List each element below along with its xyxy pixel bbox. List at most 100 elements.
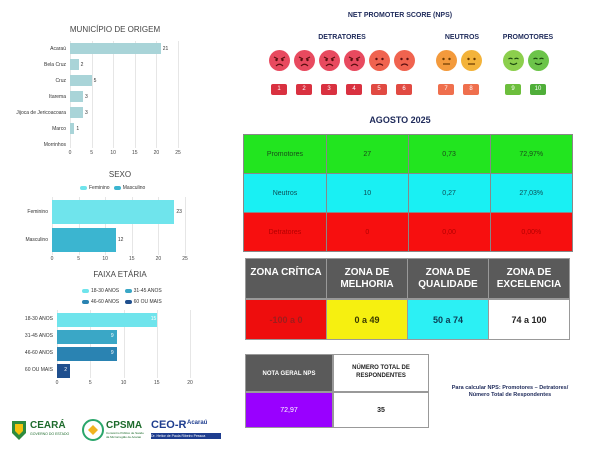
category-label: Cruz (55, 77, 66, 84)
legend-label-feminino: Feminino (89, 185, 110, 191)
bar (57, 347, 117, 361)
data-label: 21 (162, 45, 169, 52)
score-box: 7 (438, 84, 454, 95)
result-pct: 72,97% (489, 134, 574, 174)
total-respondents-label: NÚMERO TOTAL DE RESPONDENTES (333, 354, 429, 392)
emoji-face-icon (319, 50, 340, 71)
promotores-heading: PROMOTORES (502, 34, 554, 41)
data-label: 5 (93, 77, 97, 84)
legend-label-60-mais: 60 OU MAIS (133, 299, 162, 305)
faixa-etaria-legend: 18-30 ANOS 31-45 ANOS 46-60 ANOS 60 OU M… (82, 286, 202, 308)
score-box: 5 (371, 84, 387, 95)
x-tick-label: 15 (129, 256, 135, 262)
emoji-face-icon (461, 50, 482, 71)
total-respondents-value: 35 (333, 392, 429, 428)
legend-label-masculino: Masculino (122, 185, 146, 191)
x-tick-label: 20 (155, 256, 162, 262)
score-box: 10 (530, 84, 546, 95)
category-label: Bela Cruz (44, 61, 66, 68)
category-label: 18-30 ANOS (24, 316, 53, 322)
nps-score-label: NOTA GERAL NPS (245, 354, 333, 392)
x-tick-label: 20 (187, 380, 193, 386)
gridline (105, 197, 107, 255)
result-label: Detratores (243, 212, 327, 252)
cpsma-logo-text: CPSMA (106, 420, 143, 431)
emoji-face-icon (344, 50, 365, 71)
ceara-emblem-icon (12, 421, 26, 440)
category-label: Jijoca de Jericoacoara (16, 109, 66, 116)
x-tick-label: 10 (110, 150, 116, 156)
gridline (131, 197, 133, 255)
legend-swatch (124, 288, 132, 293)
result-count: 27 (325, 134, 409, 174)
zone-title: ZONA DE QUALIDADE (407, 258, 489, 299)
cpsma-emblem-icon (82, 419, 104, 441)
bar (70, 75, 92, 86)
gridline (57, 310, 58, 378)
category-label: Feminino (27, 209, 48, 215)
x-tick-label: 15 (153, 380, 160, 386)
data-label: 2 (64, 367, 68, 373)
sexo-legend: Feminino Masculino (80, 185, 145, 191)
emoji-face-icon (269, 50, 290, 71)
table-row: Promotores 27 0,73 72,97% (243, 134, 574, 174)
gridline (185, 197, 186, 255)
result-ratio: 0,27 (407, 173, 491, 213)
ceara-logo-text: CEARÁ (30, 420, 66, 431)
bar (70, 107, 83, 118)
score-box: 2 (296, 84, 312, 95)
score-box: 4 (346, 84, 362, 95)
data-label: 1 (76, 125, 80, 132)
gridline (134, 41, 136, 148)
legend-swatch (80, 185, 87, 190)
legend-label-31-45: 31-45 ANOS (133, 288, 162, 294)
x-tick-label: 15 (132, 150, 138, 156)
bar (57, 313, 157, 327)
category-label: Acaraú (50, 45, 66, 52)
bar (52, 200, 175, 224)
zone-title: ZONA DE EXCELENCIA (488, 258, 570, 299)
x-tick-label: 20 (153, 150, 160, 156)
ceo-logo-text: CEO-R (151, 419, 187, 431)
data-label: 9 (110, 333, 114, 339)
emoji-face-icon (294, 50, 315, 71)
score-box: 1 (271, 84, 287, 95)
neutros-heading: NEUTROS (444, 34, 480, 41)
gridline (178, 41, 179, 148)
score-box: 6 (396, 84, 412, 95)
month-title: AGOSTO 2025 (369, 115, 431, 125)
gridline (113, 41, 115, 148)
score-box: 9 (505, 84, 521, 95)
data-label: 3 (84, 109, 88, 116)
legend-label-46-60: 46-60 ANOS (91, 299, 120, 305)
gridline (90, 310, 92, 378)
x-tick-label: 5 (88, 380, 92, 386)
ceo-logo-city: Acaraú (187, 420, 208, 426)
category-label: 31-45 ANOS (24, 333, 53, 339)
results-table: Promotores 27 0,73 72,97% Neutros 10 0,2… (243, 134, 574, 252)
emoji-face-icon (528, 50, 549, 71)
x-tick-label: 0 (55, 380, 59, 386)
x-tick-label: 10 (120, 380, 127, 386)
bar (70, 59, 79, 70)
emoji-face-icon (436, 50, 457, 71)
legend-label-18-30: 18-30 ANOS (91, 288, 120, 294)
x-tick-label: 0 (68, 150, 72, 156)
result-count: 0 (325, 212, 409, 252)
zone-range: 50 a 74 (407, 299, 489, 340)
gridline (158, 197, 160, 255)
result-label: Neutros (243, 173, 327, 213)
ceara-logo: CEARÁ GOVERNO DO ESTADO (10, 417, 78, 443)
bar (57, 364, 71, 378)
cpsma-logo-sub: Consórcio Público de Saúde da Microrregi… (106, 431, 144, 439)
x-tick-label: 10 (102, 256, 108, 262)
data-label: 12 (117, 237, 124, 243)
score-box: 8 (463, 84, 479, 95)
bar (52, 228, 116, 252)
municipio-chart-title: MUNICÍPIO DE ORIGEM (69, 25, 161, 34)
zone-range: -100 a 0 (245, 299, 327, 340)
result-ratio: 0,00 (407, 212, 491, 252)
faixa-etaria-chart-title: FAIXA ETÁRIA (93, 270, 147, 279)
zone-range: 0 a 49 (326, 299, 408, 340)
emoji-face-icon (369, 50, 390, 71)
